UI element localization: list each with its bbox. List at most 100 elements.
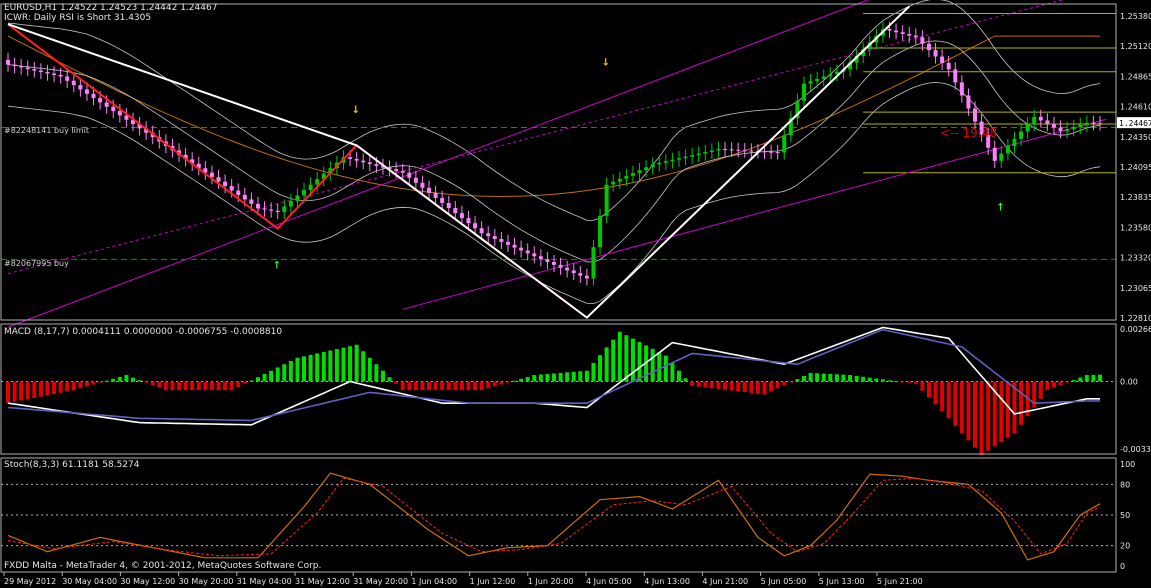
candle-body (703, 152, 708, 154)
macd-histogram-bar (1078, 377, 1083, 382)
candle-body (782, 135, 787, 153)
candle-body (762, 151, 767, 153)
price-tick-label: 1.23580 (1120, 223, 1151, 232)
candle-body (1058, 127, 1063, 132)
macd-histogram-bar (854, 375, 859, 382)
stochastic-tick-label: 0 (1120, 562, 1125, 571)
time-tick-label: 4 Jun 05:00 (586, 577, 632, 586)
candle-body (124, 115, 129, 120)
macd-histogram-bar (1045, 381, 1050, 391)
symbol-info: EURUSD,H1 1.24522 1.24523 1.24442 1.2446… (4, 3, 217, 13)
macd-histogram-bar (788, 381, 793, 383)
macd-histogram-bar (117, 376, 122, 382)
time-tick-label: 1 Jun 12:00 (470, 577, 516, 586)
candle-body (1078, 124, 1083, 127)
macd-histogram-bar (992, 381, 997, 447)
candle-body (973, 108, 978, 122)
candle-body (1005, 146, 1010, 154)
macd-histogram-bar (986, 381, 991, 451)
candle-body (98, 98, 103, 103)
price-tick-label: 1.23065 (1120, 284, 1151, 293)
macd-histogram-bar (538, 374, 543, 382)
candle-body (499, 239, 504, 242)
macd-histogram-bar (742, 381, 747, 393)
macd-histogram-bar (433, 381, 438, 391)
macd-histogram-bar (1038, 381, 1043, 399)
macd-histogram-bar (334, 349, 339, 382)
bar-countdown: <-- 19:48 (940, 126, 997, 140)
price-panel[interactable]: ↓ ↓ ↑ ↑ 1.25380 1.25120 1.24865 1.24610 1.24350 1… (1, 0, 1151, 328)
macd-histogram-bar (255, 377, 260, 382)
macd-histogram-bar (98, 381, 103, 383)
macd-histogram-bar (861, 376, 866, 382)
macd-histogram-bar (374, 364, 379, 382)
macd-histogram-bar (427, 381, 432, 391)
price-tick-label: 1.23835 (1120, 193, 1151, 202)
time-tick-label: 31 May 20:00 (353, 577, 408, 586)
macd-histogram-bar (821, 373, 826, 382)
macd-histogram-bar (45, 381, 50, 396)
macd-histogram-bar (111, 378, 116, 382)
candle-body (308, 184, 313, 191)
candle-body (38, 70, 43, 73)
macd-histogram-bar (144, 381, 149, 383)
macd-histogram-bar (229, 381, 234, 391)
macd-histogram-bar (598, 355, 603, 382)
time-tick-label: 30 May 04:00 (62, 577, 117, 586)
macd-histogram-bar (249, 380, 254, 382)
macd-histogram-bar (236, 381, 241, 387)
order-label-buy: #82067995 buy (4, 259, 69, 268)
candle-body (288, 200, 293, 207)
macd-histogram-bar (525, 376, 530, 382)
macd-histogram-bar (894, 381, 899, 383)
candle-body (920, 37, 925, 44)
macd-histogram-bar (801, 375, 806, 382)
price-tick-label: 1.24610 (1120, 103, 1151, 112)
candle-body (183, 154, 188, 160)
candle-body (1019, 131, 1024, 139)
macd-tick-label: 0.00 (1120, 378, 1138, 387)
macd-line (7, 326, 1100, 426)
time-tick-label: 30 May 12:00 (120, 577, 175, 586)
macd-panel[interactable]: 0.00266 0.00 -0.00335 (1, 325, 1151, 456)
candle-body (1091, 122, 1096, 124)
candle-body (1012, 138, 1017, 147)
time-tick-label: 31 May 12:00 (295, 577, 350, 586)
candle-body (453, 208, 458, 214)
macd-histogram-bar (808, 372, 813, 382)
candle-body (361, 160, 366, 163)
candle-body (854, 55, 859, 63)
macd-histogram-bar (834, 374, 839, 382)
candle-body (894, 30, 899, 33)
candle-body (1071, 126, 1076, 130)
macd-histogram-bar (196, 381, 201, 391)
macd-histogram-bar (453, 381, 458, 391)
candle-body (900, 32, 905, 34)
stochastic-panel[interactable]: 100 80 50 20 0 (1, 460, 1135, 571)
macd-histogram-bar (78, 381, 83, 389)
macd-histogram-bar (591, 362, 596, 382)
macd-histogram-bar (874, 378, 879, 382)
price-tick-label: 1.24350 (1120, 133, 1151, 142)
candle-body (52, 73, 57, 75)
macd-histogram-bar (288, 360, 293, 382)
zigzag-line (7, 23, 588, 319)
macd-histogram-bar (137, 380, 142, 382)
macd-histogram-bar (473, 381, 478, 391)
macd-histogram-bar (315, 353, 320, 382)
macd-histogram-bar (223, 381, 228, 391)
candle-body (400, 170, 405, 173)
macd-histogram-bar (400, 381, 405, 391)
macd-histogram-bar (663, 355, 668, 382)
time-tick-label: 5 Jun 05:00 (761, 577, 807, 586)
candle-body (295, 195, 300, 201)
candle-body (242, 194, 247, 200)
macd-histogram-bar (966, 381, 971, 441)
macd-histogram-bar (519, 378, 524, 382)
macd-histogram-bar (1098, 374, 1102, 382)
candle-body (663, 161, 668, 163)
macd-histogram-bar (887, 380, 892, 382)
candle-body (696, 153, 701, 156)
macd-histogram-bar (440, 381, 445, 391)
